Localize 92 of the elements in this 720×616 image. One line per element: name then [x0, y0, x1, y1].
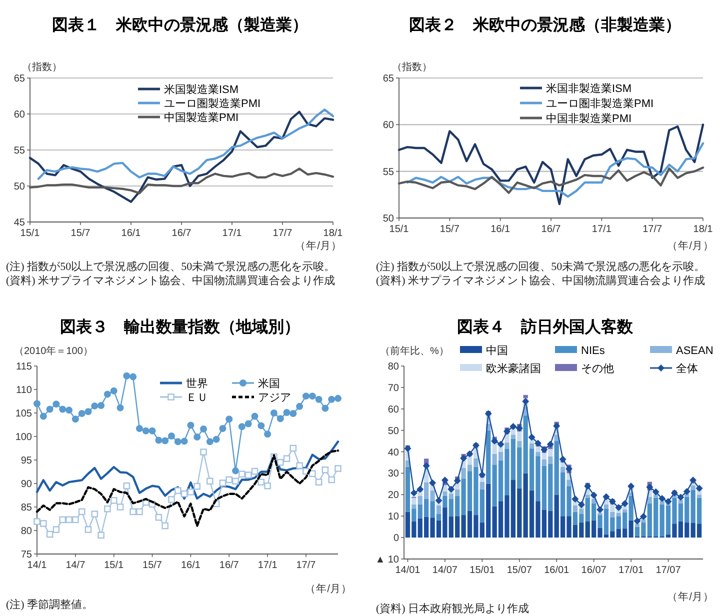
y-tick-label: 115 — [16, 362, 32, 372]
x-tick-label: 17/1 — [592, 224, 612, 235]
y-tick-label: 70 — [388, 382, 400, 394]
chart-title: 図表４ 訪日外国人客数 — [457, 317, 634, 336]
x-tick-label: 14/01 — [395, 565, 421, 576]
legend-label: ユーロ圏製造業PMI — [164, 97, 261, 110]
y-tick-label: 65 — [382, 74, 394, 84]
y-tick-label: 60 — [382, 120, 394, 132]
x-tick-label: 15/07 — [506, 565, 532, 576]
y-tick-label: 50 — [382, 214, 394, 224]
legend-label: 米国製造業ISM — [164, 83, 239, 96]
legend-label: アジア — [258, 392, 291, 404]
legend-label: 世界 — [186, 377, 208, 390]
x-tick-label: 18/1 — [693, 224, 714, 235]
y-tick-label: 105 — [15, 408, 32, 420]
text: (資料) 米サプライマネジメント協会、中国物流購買連合会より作成 — [376, 274, 706, 287]
y-tick-label: 60 — [14, 110, 26, 120]
y-tick-label: 0 — [393, 533, 400, 544]
x-tick-label: 16/07 — [581, 565, 607, 576]
legend-label: NIEs — [581, 345, 606, 357]
x-tick-label: 17/7 — [642, 224, 662, 235]
legend-label: 米国非製造業ISM — [546, 82, 632, 95]
y-tick-label: 65 — [14, 74, 26, 84]
y-tick-label: 60 — [388, 404, 400, 416]
x-tick-label: 17/7 — [296, 560, 316, 571]
x-axis-title: （年/月） — [667, 240, 714, 252]
x-tick-label: 18/1 — [323, 228, 344, 239]
x-axis-title: （年/月） — [305, 583, 352, 595]
y-tick-label: 55 — [14, 146, 26, 156]
y-tick-label: ▲ 10 — [375, 554, 400, 566]
y-tick-label: 40 — [388, 447, 400, 458]
y-tick-label: 75 — [20, 550, 32, 560]
text: (資料) 米サプライマネジメント協会、中国物流購買連合会より作成 — [6, 274, 336, 287]
y-tick-label: 45 — [14, 218, 26, 228]
y-tick-label: 55 — [382, 166, 394, 178]
legend-label: ユーロ圏非製造業PMI — [546, 97, 654, 110]
y-axis-title: （指数） — [22, 61, 62, 73]
x-tick-label: 16/1 — [121, 228, 142, 239]
x-tick-label: 17/07 — [656, 565, 682, 576]
x-axis-title: （年/月） — [295, 240, 342, 252]
chart-title: 図表３ 輸出数量指数（地域別） — [60, 318, 300, 336]
x-tick-label: 16/7 — [219, 560, 240, 571]
x-tick-label: 16/7 — [172, 228, 192, 239]
x-tick-label: 14/1 — [27, 560, 48, 571]
y-tick-label: 10 — [388, 512, 400, 523]
y-axis-title: （2010年＝100） — [14, 345, 93, 357]
y-tick-label: 100 — [15, 432, 32, 443]
y-tick-label: 95 — [20, 456, 32, 466]
y-tick-label: 80 — [20, 526, 32, 537]
x-tick-label: 15/1 — [389, 224, 410, 235]
x-tick-label: 15/01 — [470, 565, 496, 576]
y-tick-label: 110 — [16, 385, 32, 396]
x-tick-label: 16/1 — [490, 224, 510, 235]
y-axis-title: （前年比、%） — [380, 345, 449, 357]
x-tick-label: 16/1 — [180, 560, 201, 571]
x-tick-label: 16/01 — [544, 565, 570, 576]
y-tick-label: 80 — [388, 362, 400, 372]
y-tick-label: 85 — [20, 502, 32, 514]
text: (注) 指数が50以上で景況感の回復、50未満で景況感の悪化を示唆。 — [6, 260, 336, 273]
x-tick-label: 14/7 — [66, 560, 86, 571]
y-tick-label: 30 — [388, 468, 400, 480]
legend-label: 中国 — [486, 344, 508, 357]
y-axis-title: （指数） — [392, 61, 432, 73]
legend-label: 米国 — [258, 377, 280, 390]
text: (注) 指数が50以上で景況感の回復、50未満で景況感の悪化を示唆。 — [376, 260, 706, 273]
legend-label: ＥＵ — [186, 392, 208, 404]
x-tick-label: 17/1 — [258, 560, 278, 571]
legend-label: 中国製造業PMI — [164, 111, 239, 124]
chart-title: 図表２ 米欧中の景況感（非製造業） — [409, 16, 681, 34]
x-tick-label: 14/07 — [432, 565, 458, 576]
legend-label: その他 — [581, 363, 614, 375]
x-tick-label: 17/7 — [272, 228, 293, 239]
x-tick-label: 16/7 — [541, 224, 562, 235]
x-tick-label: 15/7 — [440, 224, 460, 235]
x-tick-label: 15/1 — [20, 228, 40, 239]
y-tick-label: 90 — [20, 479, 32, 490]
x-tick-label: 15/7 — [70, 228, 91, 239]
x-tick-label: 17/1 — [222, 228, 242, 239]
legend-label: 欧米豪諸国 — [486, 362, 541, 375]
x-tick-label: 17/01 — [618, 565, 644, 576]
x-tick-label: 15/1 — [104, 560, 124, 571]
y-tick-label: 50 — [14, 182, 26, 192]
legend-label: ASEAN — [676, 345, 714, 357]
legend-label: 中国非製造業PMI — [546, 112, 632, 125]
y-tick-label: 20 — [388, 490, 400, 502]
text: (資料) 日本政府観光局より作成 — [376, 602, 530, 615]
legend-label: 全体 — [676, 363, 698, 375]
text: (注) 季節調整値。 — [6, 598, 94, 611]
y-tick-label: 50 — [388, 426, 400, 437]
chart-title: 図表１ 米欧中の景況感（製造業） — [52, 16, 308, 34]
x-tick-label: 15/7 — [142, 560, 162, 571]
x-axis-title: （年/月） — [667, 591, 714, 603]
